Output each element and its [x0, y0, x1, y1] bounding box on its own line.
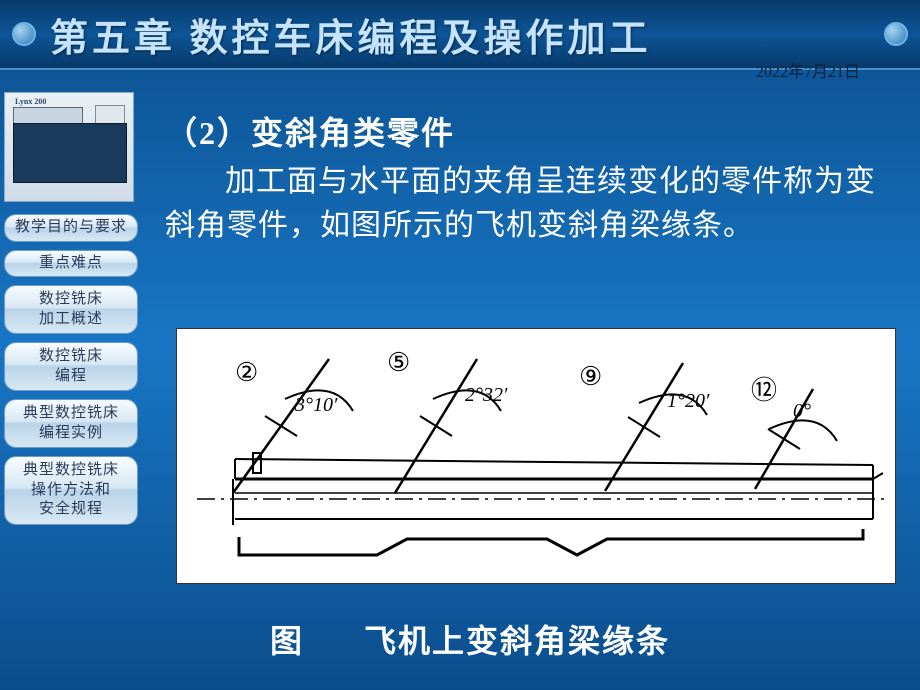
nav-btn-keypoints[interactable]: 重点难点 — [4, 250, 138, 278]
svg-text:⑫: ⑫ — [751, 376, 777, 405]
figure-diagram: ② 3°10′ ⑤ 2°32′ ⑨ 1°20′ ⑫ 0° — [176, 328, 896, 584]
header-ornament-left — [12, 22, 36, 46]
svg-text:⑨: ⑨ — [579, 362, 602, 391]
sidebar-nav: Lynx 200 教学目的与要求 重点难点 数控铣床 加工概述 数控铣床 编程 … — [4, 92, 138, 525]
beam-diagram-svg: ② 3°10′ ⑤ 2°32′ ⑨ 1°20′ ⑫ 0° — [177, 329, 897, 585]
lathe-thumbnail: Lynx 200 — [4, 92, 134, 202]
nav-btn-milling-program[interactable]: 数控铣床 编程 — [4, 342, 138, 391]
nav-label: 典型数控铣床 编程实例 — [23, 405, 119, 441]
chapter-title: 第五章 数控车床编程及操作加工 — [50, 7, 652, 62]
section-title: （2）变斜角类零件 — [165, 108, 905, 154]
header-ornament-right — [884, 22, 908, 46]
svg-text:2°32′: 2°32′ — [465, 384, 508, 406]
nav-btn-objectives[interactable]: 教学目的与要求 — [4, 214, 138, 242]
nav-btn-milling-overview[interactable]: 数控铣床 加工概述 — [4, 285, 138, 334]
svg-text:②: ② — [235, 358, 258, 387]
nav-label: 数控铣床 编程 — [39, 348, 103, 384]
nav-label: 教学目的与要求 — [15, 219, 127, 235]
figure-caption: 图 飞机上变斜角梁缘条 — [270, 616, 670, 662]
main-content: （2）变斜角类零件 加工面与水平面的夹角呈连续变化的零件称为变斜角零件，如图所示… — [165, 108, 905, 247]
nav-btn-milling-safety[interactable]: 典型数控铣床 操作方法和 安全规程 — [4, 456, 138, 525]
nav-label: 数控铣床 加工概述 — [39, 291, 103, 327]
svg-text:1°20′: 1°20′ — [667, 390, 710, 412]
svg-text:3°10′: 3°10′ — [294, 394, 338, 416]
body-paragraph: 加工面与水平面的夹角呈连续变化的零件称为变斜角零件，如图所示的飞机变斜角梁缘条。 — [165, 160, 905, 247]
nav-label: 重点难点 — [39, 255, 103, 271]
caption-text: 飞机上变斜角梁缘条 — [364, 623, 670, 659]
svg-text:⑤: ⑤ — [387, 348, 410, 377]
caption-prefix: 图 — [270, 623, 304, 659]
nav-btn-milling-examples[interactable]: 典型数控铣床 编程实例 — [4, 399, 138, 448]
lathe-model-label: Lynx 200 — [15, 97, 46, 106]
lathe-body — [13, 123, 127, 183]
slide-date: 2022年7月21日 — [756, 58, 860, 82]
nav-label: 典型数控铣床 操作方法和 安全规程 — [23, 462, 119, 517]
svg-text:0°: 0° — [793, 400, 811, 422]
